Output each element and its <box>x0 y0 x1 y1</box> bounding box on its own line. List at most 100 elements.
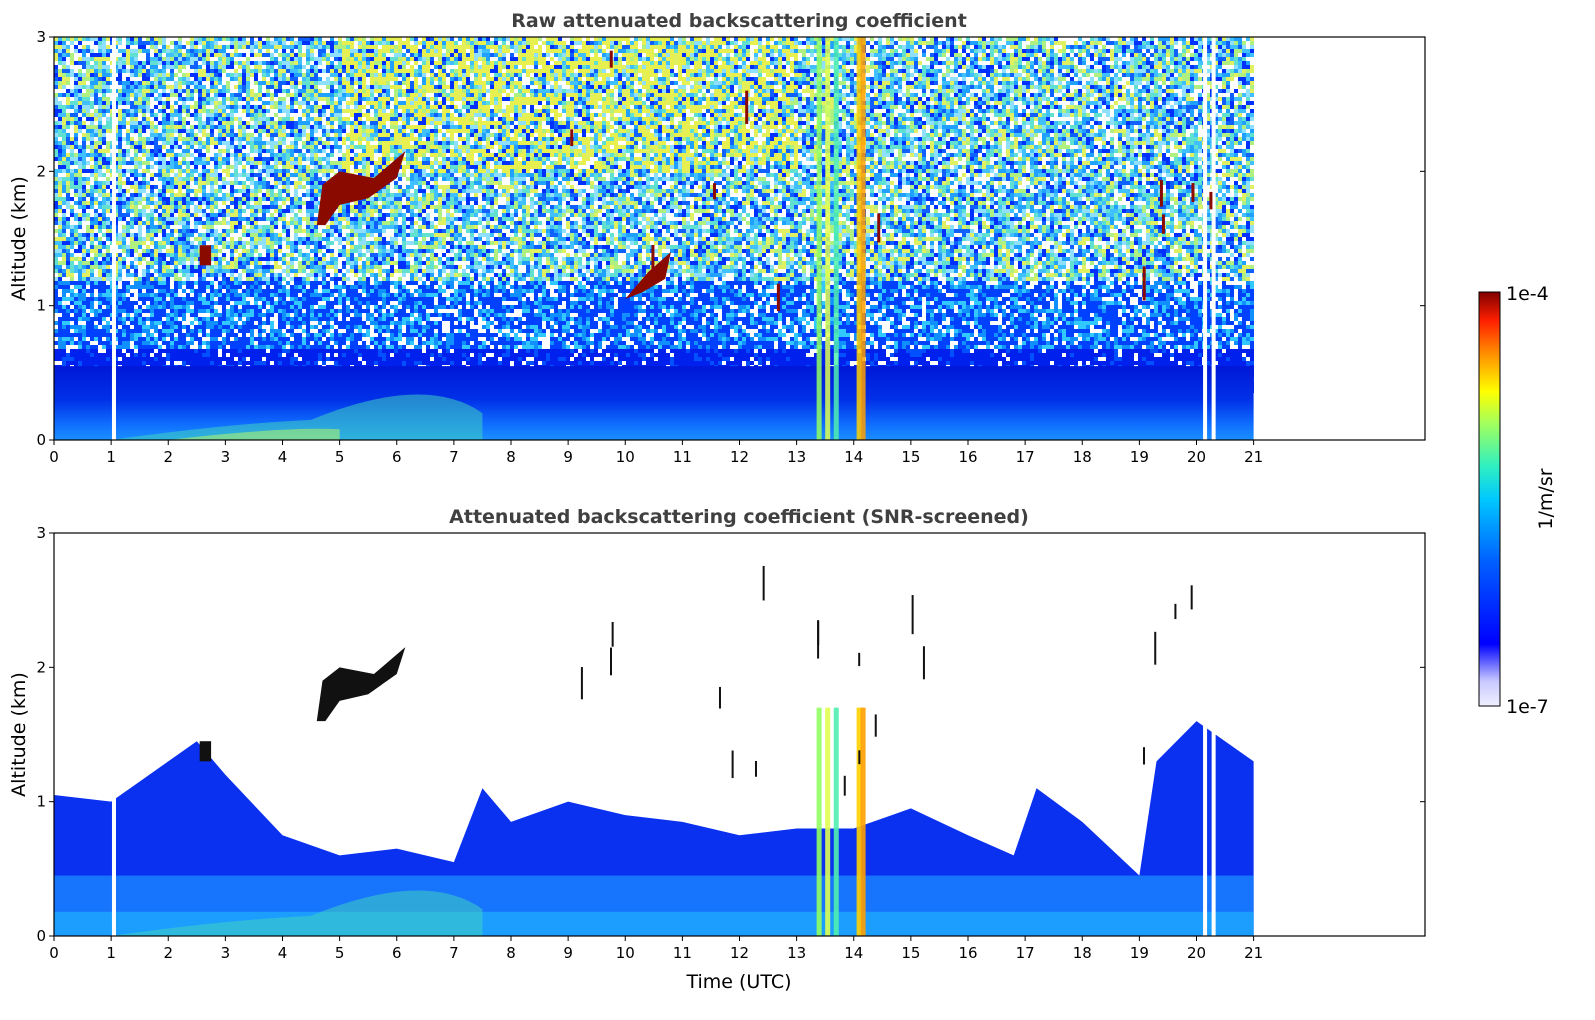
precip-streak <box>817 37 822 440</box>
x-tick-label: 18 <box>1073 448 1092 466</box>
x-tick-label: 2 <box>163 944 173 962</box>
x-axis-label: Time (UTC) <box>685 971 791 993</box>
cloud-streak <box>610 51 613 68</box>
colorbar-max-label: 1e-4 <box>1506 283 1549 305</box>
x-tick-label: 1 <box>106 944 116 962</box>
cloud-streak <box>1160 180 1163 206</box>
precip-streak <box>825 708 830 936</box>
x-tick-label: 3 <box>221 944 231 962</box>
x-tick-label: 21 <box>1244 944 1263 962</box>
y-axis-label: Altitude (km) <box>8 176 30 301</box>
x-tick-label: 19 <box>1130 448 1149 466</box>
colorbar-min-label: 1e-7 <box>1506 696 1549 718</box>
y-tick-label: 1 <box>36 297 46 315</box>
cloud-streak <box>1162 214 1165 233</box>
speckle-noise <box>54 37 1254 393</box>
y-tick-label: 0 <box>36 431 46 449</box>
x-tick-label: 12 <box>730 448 749 466</box>
cloud-streak <box>858 653 860 666</box>
colorbar-gradient <box>1479 292 1500 706</box>
cloud-streak <box>923 646 925 679</box>
x-tick-label: 0 <box>49 448 59 466</box>
colorbar: 1e-4 1e-7 1/m/sr <box>1479 283 1557 718</box>
x-tick-label: 10 <box>616 448 635 466</box>
y-axis-label: Altitude (km) <box>8 672 30 797</box>
x-tick-label: 4 <box>278 944 288 962</box>
x-tick-label: 18 <box>1073 944 1092 962</box>
x-tick-label: 8 <box>506 448 516 466</box>
cloud-streak <box>777 284 780 312</box>
cloud-patch <box>200 245 211 265</box>
chart-title: Attenuated backscattering coefficient (S… <box>449 506 1029 528</box>
x-tick-label: 10 <box>616 944 635 962</box>
x-tick-label: 5 <box>335 944 345 962</box>
x-tick-label: 6 <box>392 448 402 466</box>
data-gap <box>1203 37 1207 440</box>
cloud-streak <box>1154 632 1156 665</box>
x-tick-label: 9 <box>563 944 573 962</box>
raw-heatmap-image <box>54 37 1254 440</box>
cloud-streak <box>651 245 654 278</box>
x-tick-label: 15 <box>901 944 920 962</box>
snr-screened-panel: Attenuated backscattering coefficient (S… <box>8 506 1425 993</box>
y-tick-label: 2 <box>36 162 46 180</box>
precip-streak <box>834 37 839 440</box>
cloud-streak <box>719 687 721 709</box>
x-tick-label: 17 <box>1016 448 1035 466</box>
x-tick-label: 11 <box>673 944 692 962</box>
cloud-streak <box>581 667 583 699</box>
cloud-streak <box>713 183 716 199</box>
y-tick-label: 3 <box>36 28 46 46</box>
x-tick-label: 12 <box>730 944 749 962</box>
data-gap <box>112 533 116 936</box>
x-tick-label: 7 <box>449 448 459 466</box>
y-tick-label: 2 <box>36 658 46 676</box>
cloud-streak <box>732 751 734 779</box>
cloud-streak <box>1191 585 1193 609</box>
precip-streak <box>861 708 866 936</box>
cloud-streak <box>817 621 819 645</box>
x-tick-label: 3 <box>221 448 231 466</box>
x-tick-label: 2 <box>163 448 173 466</box>
data-gap <box>1203 533 1207 936</box>
cloud-streak <box>1143 266 1146 300</box>
chart-title: Raw attenuated backscattering coefficien… <box>511 10 967 32</box>
x-tick-label: 4 <box>278 448 288 466</box>
precip-streak <box>825 37 830 440</box>
cloud-streak <box>1143 747 1145 764</box>
screened-heatmap-image <box>54 533 1254 936</box>
x-tick-label: 8 <box>506 944 516 962</box>
cloud-streak <box>877 213 880 242</box>
cloud-streak <box>612 622 614 647</box>
y-tick-label: 3 <box>36 524 46 542</box>
cloud-streak <box>745 91 748 124</box>
aerosol-layer-patch <box>317 647 406 721</box>
x-tick-label: 13 <box>787 448 806 466</box>
cloud-streak <box>610 648 612 676</box>
x-axis-ticks: 0 1 2 3 4 5 6 7 8 9 10 11 12 13 14 15 16 17 18 19 20 21 <box>49 936 1263 962</box>
x-tick-label: 21 <box>1244 448 1263 466</box>
data-gap <box>1212 37 1216 440</box>
cloud-streak <box>763 566 765 601</box>
x-tick-label: 6 <box>392 944 402 962</box>
colorbar-unit-label: 1/m/sr <box>1535 468 1557 529</box>
x-tick-label: 19 <box>1130 944 1149 962</box>
x-tick-label: 13 <box>787 944 806 962</box>
x-tick-label: 0 <box>49 944 59 962</box>
x-tick-label: 14 <box>844 944 863 962</box>
cloud-streak <box>1209 192 1212 209</box>
x-tick-label: 20 <box>1187 944 1206 962</box>
x-tick-label: 17 <box>1016 944 1035 962</box>
cloud-streak <box>1191 183 1194 202</box>
x-axis-ticks: 0 1 2 3 4 5 6 7 8 9 10 11 12 13 14 15 16 17 18 19 20 21 <box>49 440 1263 466</box>
cloud-streak <box>755 761 757 777</box>
x-tick-label: 11 <box>673 448 692 466</box>
cloud-streak <box>570 129 573 146</box>
data-gap <box>112 37 116 440</box>
x-tick-label: 1 <box>106 448 116 466</box>
x-tick-label: 16 <box>958 448 977 466</box>
x-tick-label: 15 <box>901 448 920 466</box>
cloud-streak <box>875 714 877 736</box>
y-tick-label: 1 <box>36 793 46 811</box>
